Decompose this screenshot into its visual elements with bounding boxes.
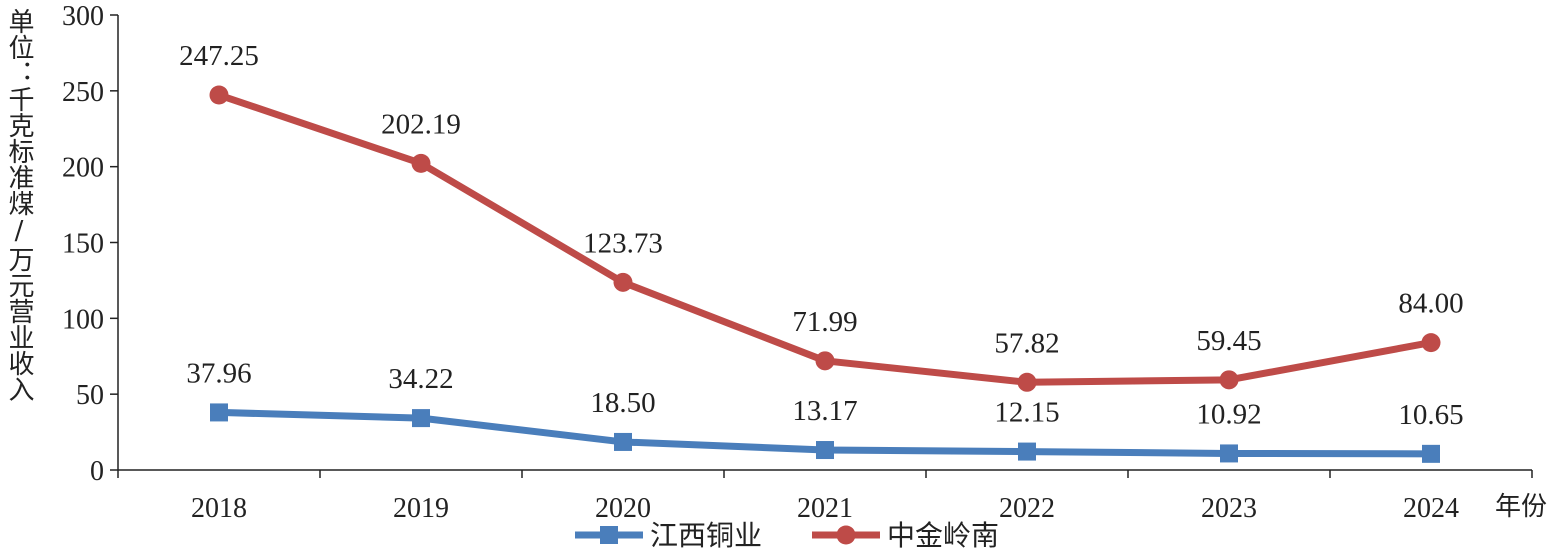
data-point-marker bbox=[210, 403, 228, 422]
data-label: 57.82 bbox=[994, 327, 1059, 359]
data-point-marker bbox=[412, 409, 430, 428]
legend-marker bbox=[600, 526, 618, 544]
data-label: 247.25 bbox=[179, 40, 259, 72]
chart-series bbox=[209, 85, 1441, 463]
x-tick-label: 2024 bbox=[1403, 493, 1459, 524]
data-point-marker bbox=[613, 272, 633, 292]
data-label: 71.99 bbox=[792, 306, 857, 338]
data-point-marker bbox=[411, 153, 431, 173]
x-tick-label: 2020 bbox=[595, 493, 651, 524]
data-point-marker bbox=[816, 441, 834, 460]
x-tick-label: 2023 bbox=[1201, 493, 1257, 524]
data-label: 10.65 bbox=[1398, 399, 1463, 431]
data-point-marker bbox=[815, 351, 835, 371]
data-label: 18.50 bbox=[590, 387, 655, 419]
data-label: 84.00 bbox=[1398, 288, 1463, 320]
legend-label: 江西铜业 bbox=[650, 519, 762, 552]
x-axis-title: 年份 bbox=[1495, 492, 1547, 522]
x-tick-label: 2018 bbox=[191, 493, 247, 524]
x-tick-label: 2022 bbox=[999, 493, 1055, 524]
y-tick-label: 100 bbox=[62, 304, 104, 335]
data-label: 12.15 bbox=[994, 397, 1059, 429]
legend-label: 中金岭南 bbox=[887, 519, 999, 552]
data-point-marker bbox=[1219, 370, 1239, 390]
data-point-marker bbox=[1017, 372, 1037, 392]
y-tick-label: 300 bbox=[62, 1, 104, 32]
y-tick-label: 50 bbox=[76, 380, 104, 411]
y-tick-label: 0 bbox=[90, 456, 104, 487]
chart-legend: 江西铜业 中金岭南 bbox=[575, 519, 999, 552]
x-tick-label: 2019 bbox=[393, 493, 449, 524]
data-point-marker bbox=[1220, 444, 1238, 463]
data-point-marker bbox=[209, 85, 229, 105]
y-tick-label: 150 bbox=[62, 229, 104, 260]
y-tick-label: 250 bbox=[62, 77, 104, 108]
data-point-marker bbox=[614, 432, 632, 451]
data-label: 202.19 bbox=[381, 108, 461, 140]
y-tick-label: 200 bbox=[62, 153, 104, 184]
chart-data-labels: 37.96 34.22 18.50 13.17 12.15 10.92 10.65 247.2… bbox=[179, 40, 1464, 431]
data-label: 34.22 bbox=[388, 363, 453, 395]
data-label: 13.17 bbox=[792, 395, 857, 427]
y-axis-title-container: 单位：千克标准煤/万元营业收入 bbox=[4, 8, 34, 478]
data-label: 59.45 bbox=[1196, 325, 1261, 357]
chart-axes: 0 50 100 150 200 250 300 2018 2019 2020 2021 2022 20… bbox=[62, 1, 1547, 524]
data-point-marker bbox=[1422, 444, 1440, 463]
x-tick-label: 2021 bbox=[797, 493, 853, 524]
data-point-marker bbox=[1421, 333, 1441, 353]
data-label: 123.73 bbox=[583, 227, 663, 259]
legend-marker bbox=[836, 525, 856, 545]
data-label: 10.92 bbox=[1196, 398, 1261, 430]
data-point-marker bbox=[1018, 442, 1036, 461]
y-axis-title: 单位：千克标准煤/万元营业收入 bbox=[4, 8, 34, 402]
data-label: 37.96 bbox=[186, 357, 251, 389]
